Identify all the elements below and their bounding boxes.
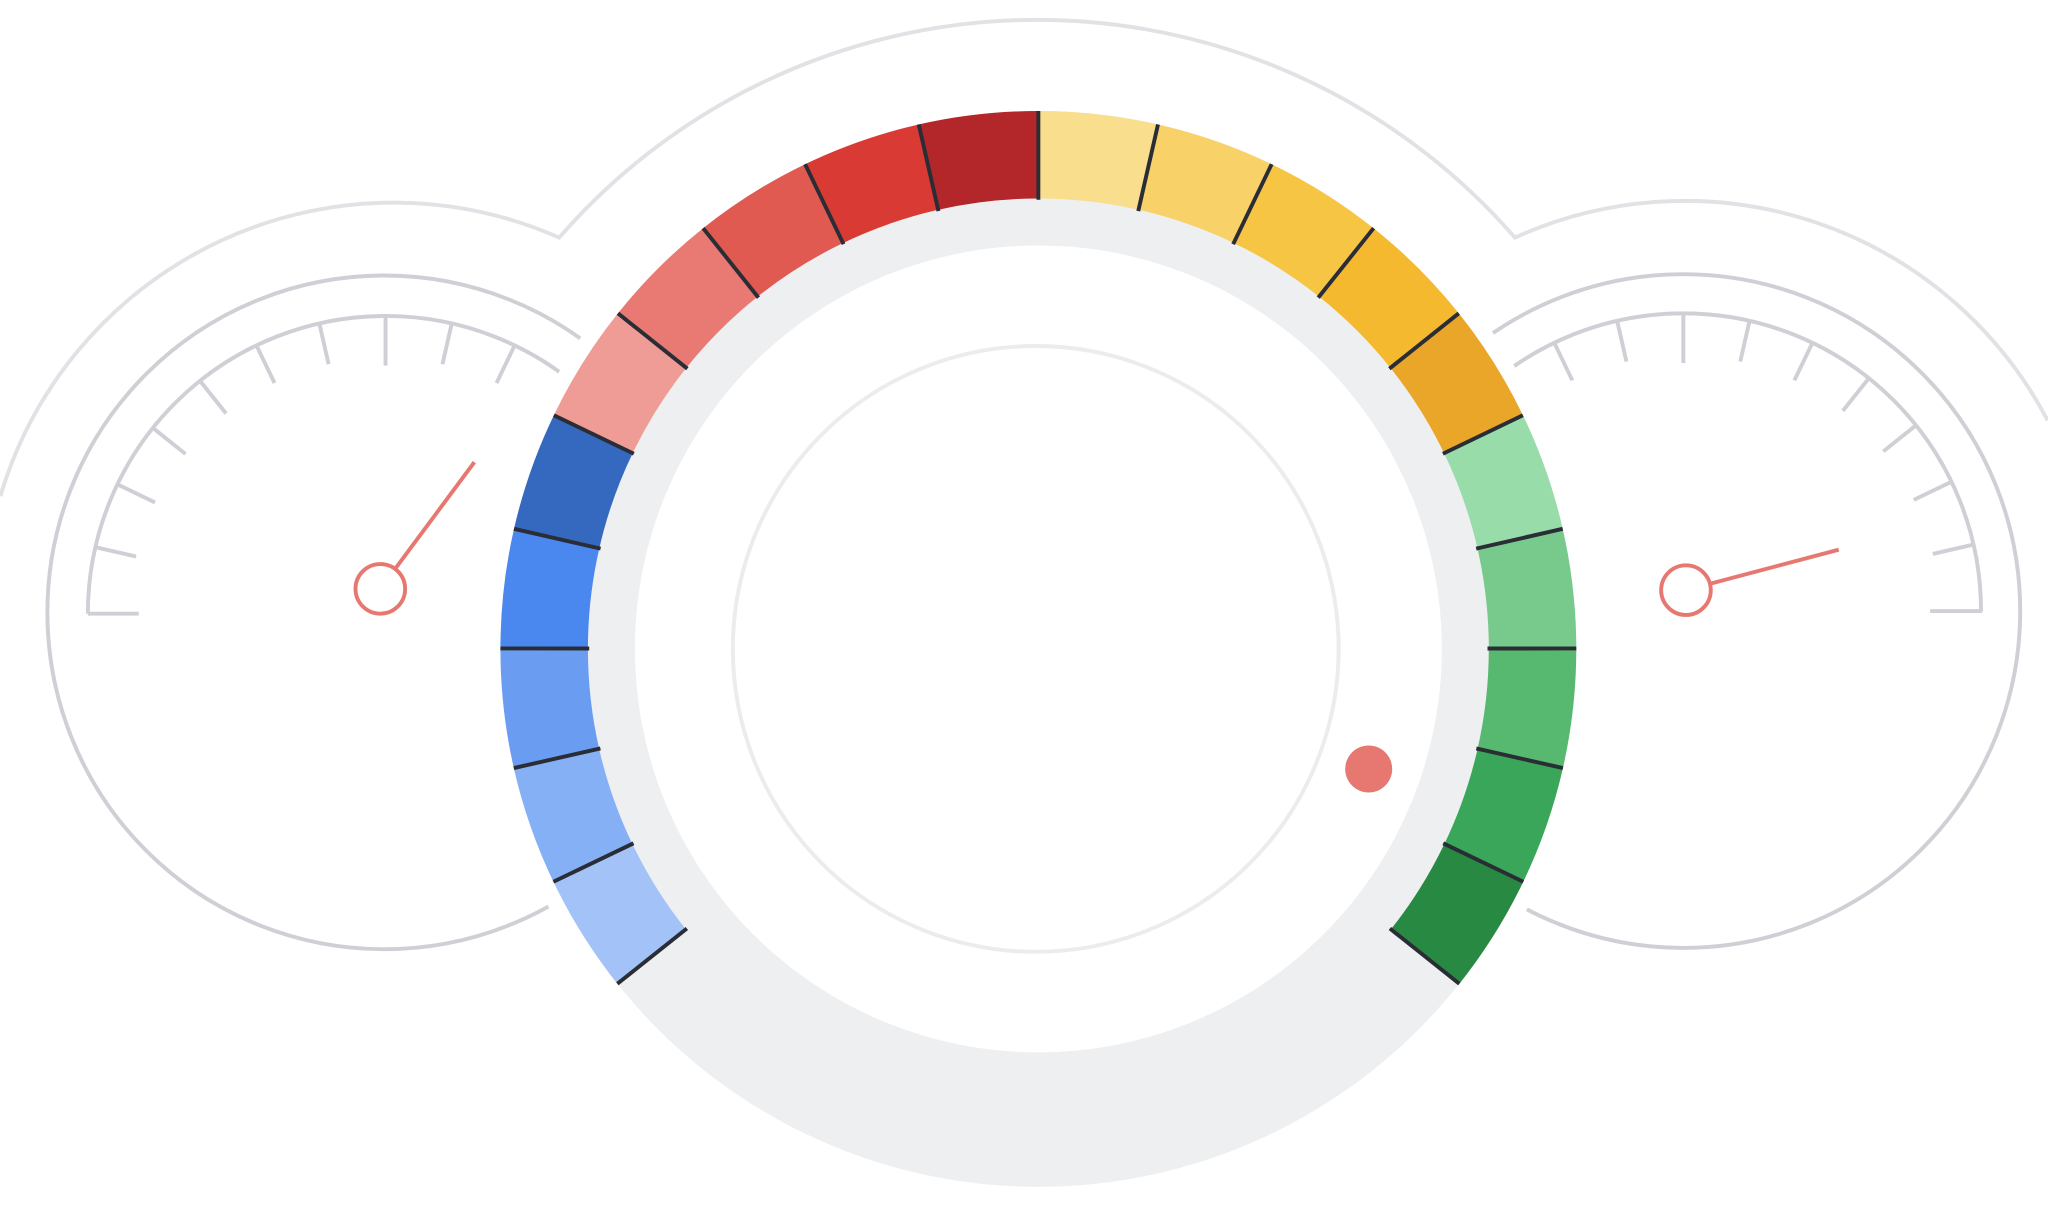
dial-segment — [916, 110, 1039, 211]
gauge-tick — [494, 344, 517, 384]
dial-segment — [616, 228, 758, 370]
dial-segment — [1138, 124, 1274, 244]
gauge-tick — [151, 426, 187, 456]
gauge-tick — [1932, 542, 1974, 556]
dial-segment — [553, 843, 687, 986]
dial-segment — [1390, 313, 1524, 455]
dial-segment — [1389, 843, 1524, 986]
dial-segment — [1443, 748, 1563, 884]
dial-tick — [616, 926, 689, 986]
dial-tick — [916, 124, 941, 212]
gauge-tick — [1792, 341, 1815, 382]
gauge-tick — [1912, 479, 1953, 502]
dial-segment — [553, 313, 687, 455]
dial-tick — [1388, 926, 1461, 986]
dial-tick — [701, 226, 760, 299]
dial-segment — [1477, 528, 1577, 651]
dial-segment — [500, 528, 600, 651]
gauge-tick — [116, 482, 156, 505]
gauge-pivot — [353, 562, 408, 616]
outer-outline — [0, 17, 2048, 497]
inner-ring — [730, 344, 1341, 954]
gauge-tick — [1882, 423, 1918, 453]
gauge-tick — [1738, 320, 1752, 362]
dial-segment — [1038, 110, 1160, 211]
dial-tick — [1136, 124, 1160, 212]
dial-tick — [553, 413, 635, 456]
dial-tick — [616, 311, 689, 371]
dial-segments — [500, 110, 1577, 986]
gauge-tick — [94, 545, 137, 559]
dial-tick — [1475, 746, 1564, 770]
dial-tick — [803, 163, 846, 246]
dial-tick — [1442, 413, 1524, 456]
gauge-tick — [198, 379, 228, 415]
gauge-tick — [1841, 377, 1871, 413]
indicator-dot — [1345, 745, 1393, 793]
dial-segment — [1444, 415, 1564, 550]
dial-segment — [1319, 228, 1460, 370]
gauge-tick — [254, 344, 277, 384]
dial-tick — [1475, 526, 1564, 551]
dial-segment — [1477, 648, 1577, 770]
gauge-tick — [1615, 320, 1629, 362]
dial-segment — [701, 164, 844, 298]
dial-tick — [513, 746, 601, 770]
dial-tick — [513, 526, 601, 551]
dial-segment — [803, 124, 939, 244]
dial-tick — [1388, 311, 1460, 371]
dial-tick — [1316, 226, 1376, 299]
dial-segment — [1233, 164, 1376, 298]
gauge-tick — [440, 322, 454, 365]
dial-segment — [513, 748, 633, 884]
gauge-tick — [317, 322, 331, 365]
dial-face — [634, 245, 1442, 1053]
gauge-pivot — [1659, 563, 1713, 617]
dial-tick — [1231, 163, 1274, 246]
dial-segment — [500, 648, 600, 770]
gauge-tick — [1552, 341, 1575, 382]
dial-tick — [1442, 841, 1525, 884]
dial-segment — [513, 415, 633, 550]
dial-tick — [552, 841, 635, 884]
